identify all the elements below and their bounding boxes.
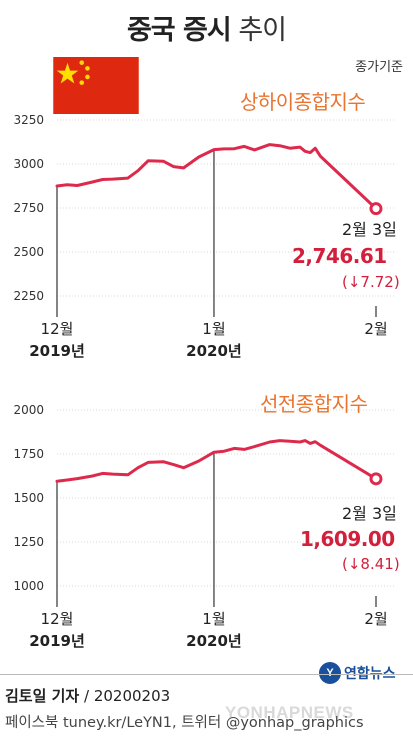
- title-light: 추이: [238, 15, 287, 46]
- shenzhen-chart: 2000 1750 1500 1250 1000 12월 2019년 1월 2020년 2월: [13, 403, 395, 650]
- x-tick-month: 1월: [202, 320, 225, 338]
- y-tick-label: 1500: [13, 491, 44, 505]
- china-flag-icon: [53, 57, 139, 114]
- y-tick-label: 3250: [13, 113, 44, 127]
- x-tick-year: 2020년: [186, 342, 242, 360]
- last-point-marker: [369, 472, 383, 486]
- shenzhen-annotation-change: (↓8.41): [342, 555, 400, 573]
- shenzhen-annotation-date: 2월 3일: [342, 504, 397, 523]
- x-tick-month: 2월: [364, 610, 387, 628]
- yonhap-logo-text: 연합뉴스: [344, 666, 396, 682]
- x-tick-month: 1월: [202, 610, 225, 628]
- y-tick-label: 2000: [13, 403, 44, 417]
- yonhap-logo-icon: Y: [319, 662, 341, 684]
- reporter-name: 김토일 기자: [5, 687, 80, 705]
- y-tick-label: 1000: [13, 579, 44, 593]
- publish-date: / 20200203: [84, 687, 171, 705]
- series-line: [55, 143, 378, 211]
- byline: 김토일 기자 / 20200203: [5, 685, 170, 706]
- shanghai-annotation-date: 2월 3일: [342, 220, 397, 239]
- x-tick-year: 2019년: [29, 632, 85, 650]
- footer-divider: [0, 674, 413, 675]
- y-tick-label: 1750: [13, 447, 44, 461]
- series-line: [55, 439, 378, 483]
- y-tick-label: 2500: [13, 245, 44, 259]
- shanghai-annotation-value: 2,746.61: [292, 244, 387, 268]
- y-tick-label: 1250: [13, 535, 44, 549]
- x-tick-year: 2020년: [186, 632, 242, 650]
- watermark: YONHAPNEWS: [225, 703, 354, 722]
- basis-note: 종가기준: [355, 60, 403, 75]
- shanghai-annotation-change: (↓7.72): [342, 273, 400, 291]
- shenzhen-chart-title: 선전종합지수: [260, 392, 368, 416]
- x-tick-month: 2월: [364, 320, 387, 338]
- title-bold: 중국 증시: [126, 15, 232, 46]
- page-title: 중국 증시 추이: [0, 8, 413, 47]
- yonhap-logo: Y 연합뉴스: [319, 659, 409, 687]
- social-links: 페이스북 tuney.kr/LeYN1, 트위터 @yonhap_graphic…: [5, 715, 364, 731]
- y-tick-label: 2750: [13, 201, 44, 215]
- y-tick-label: 2250: [13, 289, 44, 303]
- shanghai-chart: 3250 3000 2750 2500 2250 12월 2019년 1월 2020년 2월: [13, 113, 395, 360]
- last-point-marker: [369, 202, 383, 216]
- x-tick-month: 12월: [41, 320, 74, 338]
- x-tick-month: 12월: [41, 610, 74, 628]
- shenzhen-annotation-value: 1,609.00: [300, 527, 395, 551]
- y-tick-label: 3000: [13, 157, 44, 171]
- shanghai-chart-title: 상하이종합지수: [240, 90, 366, 114]
- x-tick-year: 2019년: [29, 342, 85, 360]
